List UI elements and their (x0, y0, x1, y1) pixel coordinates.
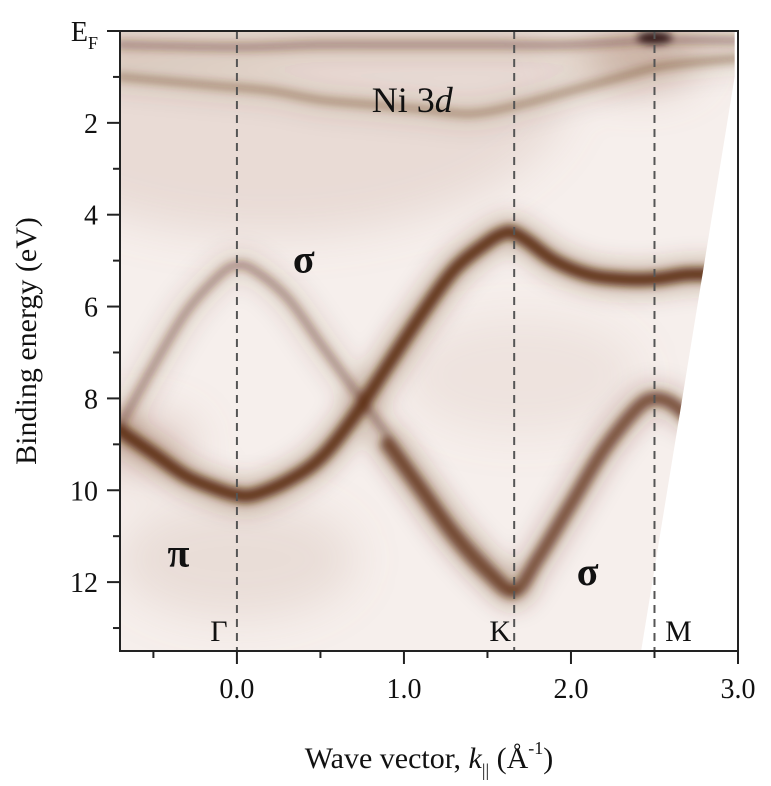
annotation-text: σ (577, 549, 599, 594)
x-axis-title: Wave vector, k|| (Å-1) (305, 738, 554, 780)
symmetry-label: Γ (210, 615, 227, 648)
symmetry-label: M (665, 615, 692, 648)
annotation-italic: d (435, 80, 454, 120)
y-tick-label: 10 (70, 476, 98, 507)
y-tick-label: 8 (84, 384, 98, 415)
y-tick-label: 6 (84, 293, 98, 324)
x-tick-label: 1.0 (386, 674, 421, 705)
diffuse-spot (120, 499, 357, 620)
band-label: σ (577, 549, 599, 594)
y-tick-label: 2 (84, 109, 98, 140)
annotation-text: π (167, 531, 189, 576)
x-tick-label: 2.0 (553, 674, 588, 705)
y-tick-label: 12 (70, 568, 98, 599)
x-tick-label: 0.0 (219, 674, 254, 705)
band-Ni3d (120, 54, 735, 119)
band-label: σ (293, 237, 315, 282)
y-tick-label: EF (71, 17, 98, 53)
plot-frame (119, 30, 739, 652)
symmetry-lines (235, 31, 656, 651)
band- (120, 224, 729, 504)
bands (120, 31, 735, 599)
annotations: Γ K M Ni 3d σ π σ (167, 80, 691, 648)
plot-area (120, 31, 735, 651)
band-label: π (167, 531, 189, 576)
y-tick-label-sub: F (88, 33, 98, 53)
annotation-text: σ (293, 237, 315, 282)
diffuse-spot (400, 315, 641, 436)
y-axis-title: Binding energy (eV) (10, 217, 43, 465)
axis-ticks (107, 30, 739, 664)
symmetry-label: K (489, 615, 511, 648)
intensity-map (120, 31, 735, 651)
ni-3d-label: Ni 3d (372, 80, 454, 120)
annotation-text: Ni 3 (372, 80, 435, 120)
x-tick-label: 3.0 (721, 674, 756, 705)
y-tick-label: 4 (84, 201, 98, 232)
